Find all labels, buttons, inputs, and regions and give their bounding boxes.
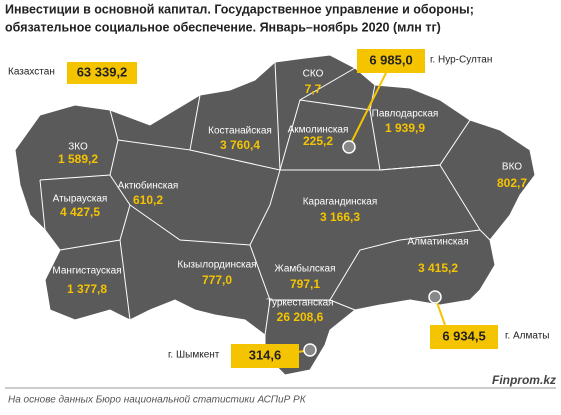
city-name: г. Шымкент (168, 350, 220, 361)
title-line: Инвестиции в основной капитал. Государст… (5, 2, 474, 16)
region-value: 1 589,2 (58, 152, 98, 166)
region-name: Павлодарская (372, 109, 439, 120)
region-name: Акмолинская (288, 125, 349, 136)
value-box (231, 344, 299, 368)
region-name: ЗКО (68, 142, 88, 153)
region-name: Актюбинская (118, 180, 179, 192)
title-line: обязательное социальное обеспечение. Янв… (5, 20, 441, 34)
region-name: Карагандинская (303, 197, 378, 208)
region-name: Алматинская (408, 237, 469, 248)
city-marker (428, 290, 442, 304)
region-value: 1 939,9 (385, 121, 425, 135)
leader-line (348, 70, 388, 148)
region-value: 797,1 (290, 277, 320, 291)
city-value: 6 934,5 (442, 328, 485, 343)
region-value: 26 208,6 (277, 310, 324, 324)
value-box (67, 62, 137, 84)
total-value: 63 339,2 (77, 64, 128, 79)
city-name: г. Нур-Султан (430, 55, 492, 66)
city-value: 6 985,0 (369, 52, 412, 67)
city-name: г. Алматы (505, 331, 549, 342)
region-value: 3 415,2 (418, 261, 458, 275)
region-value: 777,0 (202, 273, 232, 287)
region-name: Мангистауская (52, 266, 121, 277)
region-name: Костанайская (208, 126, 272, 137)
region-value: 3 166,3 (320, 210, 360, 224)
region-value: 7,7 (305, 82, 322, 96)
region-name: Туркестанская (266, 298, 333, 309)
brand: Finprom.kz (492, 373, 556, 387)
region-value: 3 760,4 (220, 138, 260, 152)
region-name: Жамбылская (275, 263, 336, 275)
region-name: ВКО (502, 162, 522, 173)
region-value: 610,2 (133, 193, 163, 207)
city-marker (303, 343, 317, 357)
region-borders (39, 61, 491, 336)
region-name: Кызылординская (177, 260, 256, 271)
region-value: 4 427,5 (60, 205, 100, 219)
region-value: 802,7 (497, 176, 527, 190)
region-name: Атырауская (53, 194, 108, 205)
total-label: Казахстан (8, 67, 55, 78)
country-shape (14, 54, 536, 376)
city-marker (342, 140, 356, 154)
value-box (357, 49, 425, 73)
region-value: 225,2 (303, 134, 333, 148)
source: На основе данных Бюро национальной стати… (8, 395, 307, 406)
region-value: 1 377,8 (67, 282, 107, 296)
value-box (430, 325, 498, 349)
city-value: 314,6 (249, 347, 282, 362)
region-name: СКО (303, 69, 324, 80)
